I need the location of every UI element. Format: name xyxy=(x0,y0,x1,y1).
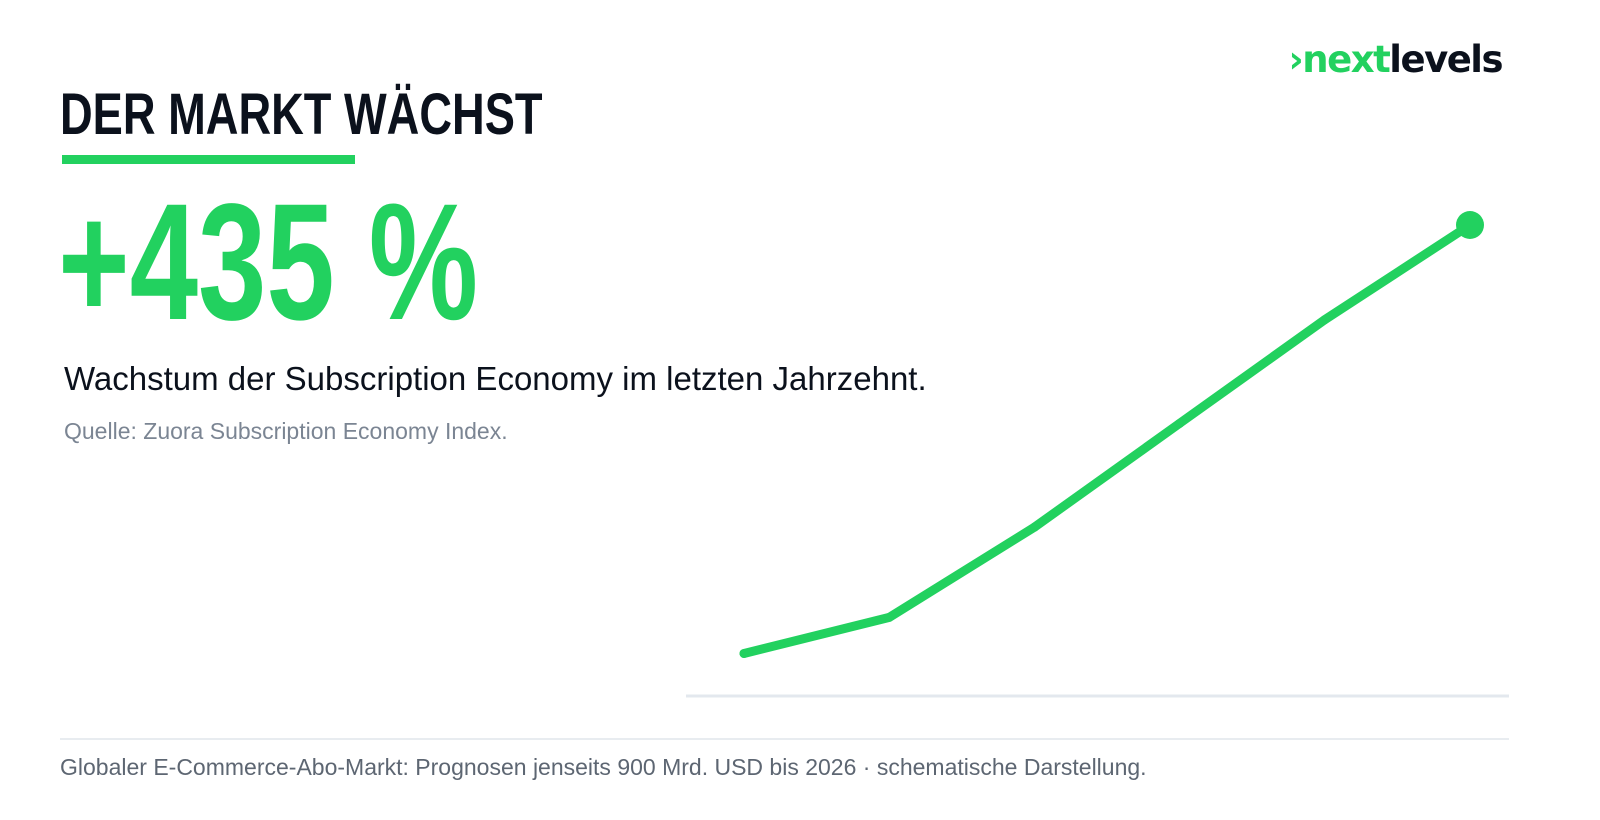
title-underline xyxy=(62,155,355,164)
logo-text-next: next xyxy=(1302,38,1391,81)
data-point xyxy=(1175,418,1185,428)
data-point xyxy=(1456,211,1484,239)
brand-logo: ›nextlevels xyxy=(1288,38,1504,81)
logo-text-levels: levels xyxy=(1389,38,1503,81)
stat-description: Wachstum der Subscription Economy im let… xyxy=(64,360,927,397)
data-point xyxy=(1029,522,1039,532)
data-point xyxy=(1320,315,1330,325)
growth-stat: +435 % xyxy=(58,170,479,355)
logo-chevron-icon: › xyxy=(1288,38,1304,81)
footer-note: Globaler E-Commerce-Abo-Markt: Prognosen… xyxy=(60,754,1147,780)
series-line xyxy=(739,220,1475,658)
source-note: Quelle: Zuora Subscription Economy Index… xyxy=(64,418,508,444)
data-point xyxy=(739,648,749,658)
footer-divider xyxy=(60,738,1509,740)
data-point xyxy=(884,612,894,622)
page-title: DER MARKT WÄCHST xyxy=(60,82,543,147)
